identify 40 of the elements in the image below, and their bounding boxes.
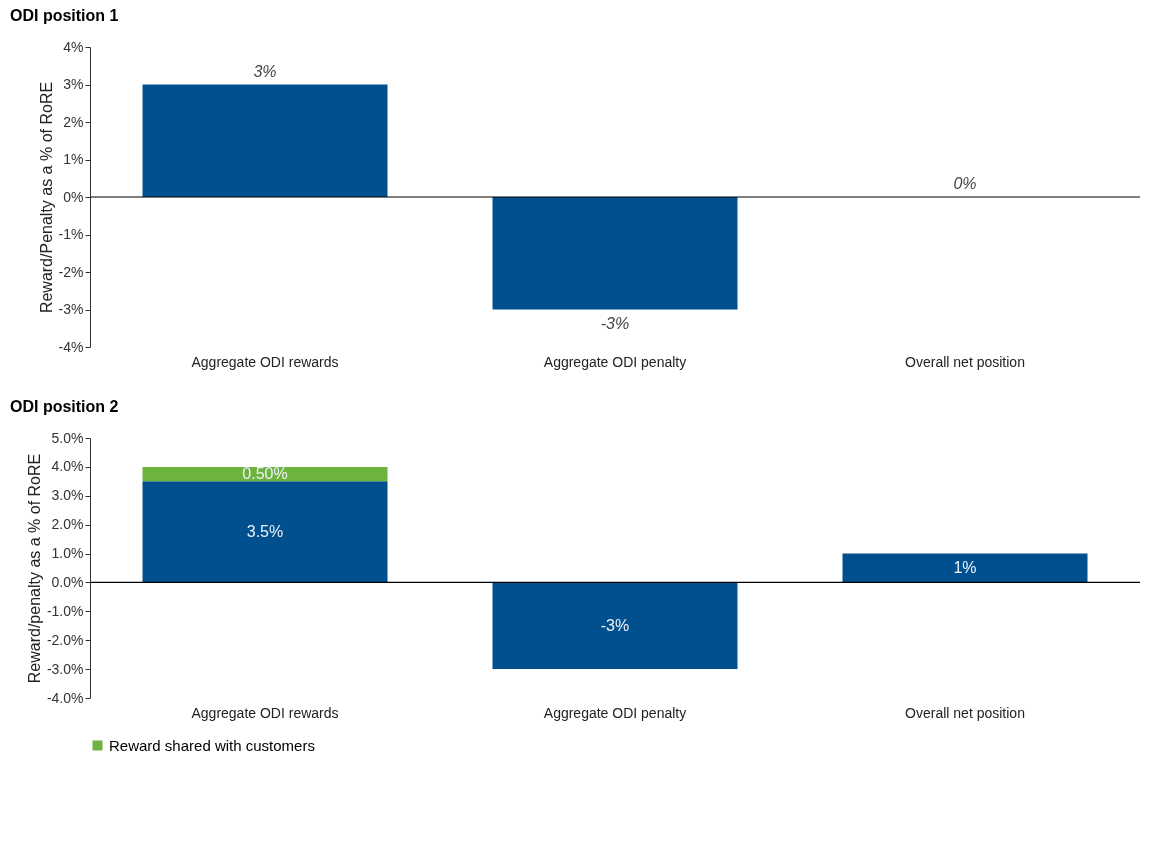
y-tick-label: 2.0% — [51, 516, 84, 533]
y-tick-label: -1.0% — [46, 602, 84, 619]
x-tick-label: Overall net position — [905, 353, 1025, 370]
x-tick-label: Aggregate ODI penalty — [543, 704, 687, 721]
data-label: 3.5% — [246, 522, 284, 540]
bar — [492, 582, 738, 670]
x-tick-label: Aggregate ODI rewards — [191, 704, 339, 721]
y-tick-label: 3% — [63, 76, 84, 92]
data-label: 0.50% — [242, 465, 288, 483]
y-tick-label: 0% — [63, 188, 84, 205]
data-label: -3% — [600, 616, 630, 634]
y-tick-label: 1.0% — [51, 545, 84, 562]
data-label: 3% — [253, 62, 277, 80]
y-tick-label: 3.0% — [51, 487, 84, 504]
x-tick-label: Overall net position — [905, 704, 1025, 721]
bar — [842, 553, 1088, 583]
bar — [142, 481, 388, 583]
legend-label: Reward shared with customers — [109, 736, 315, 754]
y-axis-title: Reward/penalty as a % of RoRE — [25, 453, 43, 684]
y-tick-label: -4.0% — [46, 689, 84, 706]
chart-title: ODI position 1 — [10, 7, 119, 24]
y-tick-label: -3% — [58, 301, 84, 317]
y-tick-label: 1% — [63, 151, 84, 167]
data-label: 0% — [953, 175, 977, 192]
x-tick-label: Aggregate ODI penalty — [543, 353, 687, 370]
y-tick-label: -2.0% — [46, 631, 84, 648]
chart-title: ODI position 2 — [10, 398, 119, 415]
y-tick-label: -4% — [58, 338, 84, 355]
y-tick-label: 2% — [63, 113, 84, 130]
y-tick-label: 5.0% — [51, 429, 84, 446]
y-axis-title: Reward/Penalty as a % of RoRE — [37, 81, 55, 314]
y-tick-label: -2% — [58, 263, 84, 280]
y-tick-label: 4% — [63, 38, 84, 55]
data-label: -3% — [600, 314, 630, 332]
y-tick-label: -3.0% — [46, 660, 84, 677]
y-tick-label: 0.0% — [51, 573, 84, 590]
y-tick-label: 4.0% — [51, 458, 84, 475]
data-label: 1% — [953, 559, 977, 576]
y-tick-label: -1% — [58, 226, 84, 242]
x-tick-label: Aggregate ODI rewards — [191, 353, 339, 370]
